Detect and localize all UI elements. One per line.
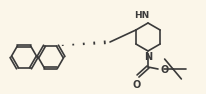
Text: N: N <box>144 52 152 62</box>
Text: HN: HN <box>134 11 150 20</box>
Text: O: O <box>133 80 141 90</box>
Text: O: O <box>161 65 169 75</box>
